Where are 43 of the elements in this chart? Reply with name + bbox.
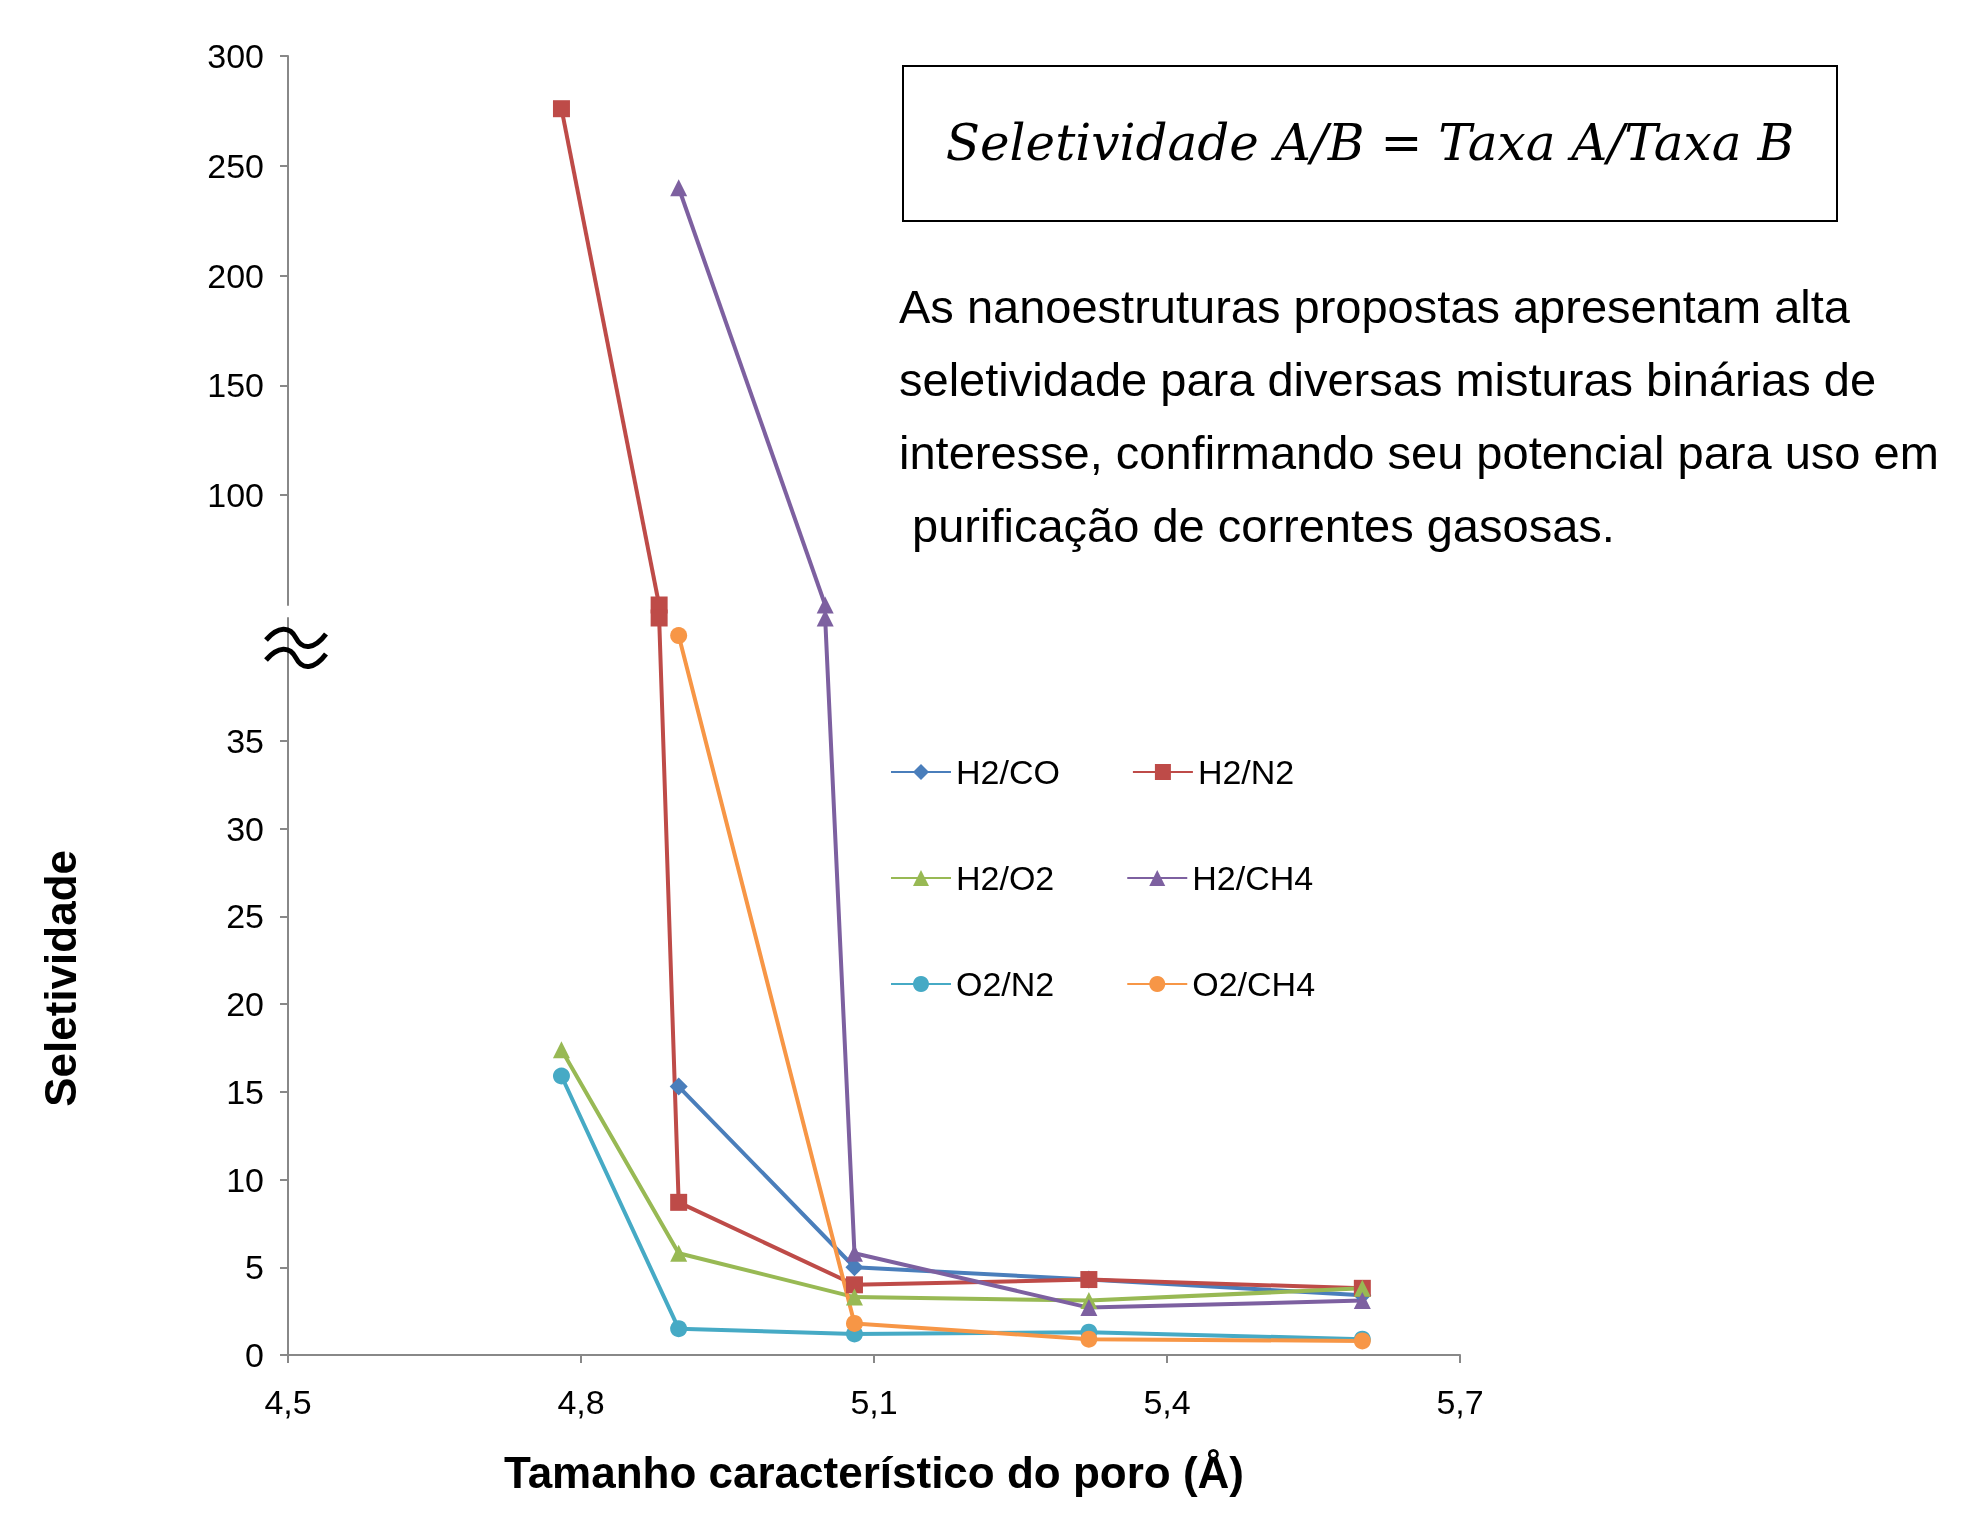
- x-tick-label: 5,7: [1436, 1383, 1484, 1421]
- point: [670, 1320, 688, 1338]
- point: [1353, 1292, 1371, 1310]
- point: [552, 1067, 570, 1085]
- point: [670, 1244, 688, 1262]
- x-tick-label: 4,8: [557, 1383, 605, 1421]
- point: [669, 1077, 688, 1096]
- point: [552, 100, 570, 118]
- y-axis-title: Seletividade: [35, 850, 85, 1107]
- annotation: As nanoestruturas propostas apresentam alta seletividade para diversas misturas binárias de interesse, confirmando seu potencial para uso em purificação de correntes gasosas.: [899, 280, 1939, 552]
- legend-label: H2/N2: [1197, 753, 1295, 791]
- legend-label: O2/CH4: [1192, 965, 1316, 1003]
- x-tick-label: 5,1: [850, 1383, 898, 1421]
- point: [845, 1276, 863, 1294]
- legend-label: O2/N2: [956, 965, 1055, 1003]
- y-tick-label: 20: [226, 985, 264, 1024]
- point: [845, 1288, 863, 1306]
- point: [670, 1193, 688, 1211]
- y-tick-label: 30: [226, 809, 264, 848]
- y-tick-label: 100: [207, 476, 264, 515]
- annotation: Seletividade A/B = Taxa A/Taxa B: [945, 114, 1795, 172]
- y-tick-label: 300: [207, 37, 264, 75]
- point: [650, 609, 668, 627]
- y-tick-label: 0: [245, 1336, 264, 1374]
- x-tick-label: 5,4: [1143, 1383, 1191, 1421]
- y-tick-label: 5: [245, 1248, 264, 1287]
- point: [670, 627, 688, 645]
- point: [1080, 1330, 1098, 1348]
- y-tick-label: 15: [226, 1072, 264, 1111]
- y-tick-label: 10: [226, 1160, 264, 1199]
- legend-label: H2/O2: [956, 859, 1055, 897]
- y-tick-label: 250: [207, 146, 264, 185]
- legend-label: H2/CO: [956, 753, 1060, 791]
- y-tick-label: 35: [226, 721, 264, 760]
- x-tick-label: 4,5: [264, 1383, 312, 1421]
- point: [1080, 1299, 1098, 1317]
- legend-label: H2/CH4: [1192, 859, 1314, 897]
- y-tick-label: 25: [226, 897, 264, 936]
- point: [845, 1314, 863, 1332]
- y-tick-label: 200: [207, 256, 264, 295]
- y-tick-label: 150: [207, 366, 264, 405]
- point: [552, 1041, 570, 1059]
- x-axis-title: Tamanho característico do poro (Å): [504, 1447, 1244, 1497]
